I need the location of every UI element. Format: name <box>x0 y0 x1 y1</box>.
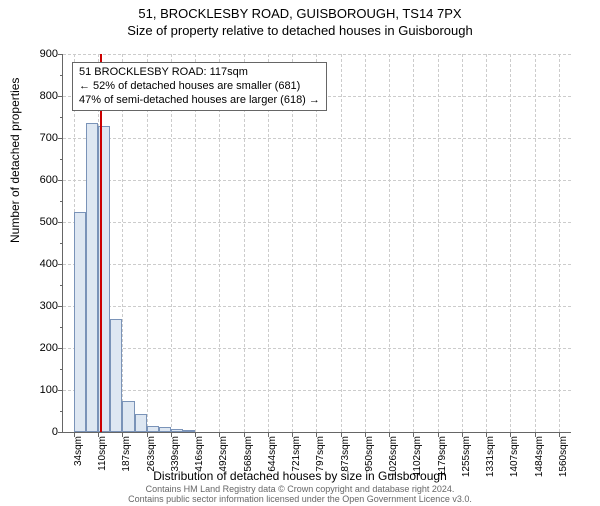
xtick-label: 721sqm <box>291 436 302 486</box>
gridline-v <box>559 54 560 432</box>
ytick-minor-mark <box>60 327 63 328</box>
footer-line-2: Contains public sector information licen… <box>128 494 472 504</box>
xtick-label: 1407sqm <box>509 436 520 486</box>
ytick-minor-mark <box>60 117 63 118</box>
y-axis-label: Number of detached properties <box>8 78 22 243</box>
xtick-label: 263sqm <box>146 436 157 486</box>
xtick-label: 568sqm <box>243 436 254 486</box>
ytick-minor-mark <box>60 369 63 370</box>
histogram-bar <box>74 212 86 433</box>
ytick-label: 800 <box>22 90 58 102</box>
footer-attribution: Contains HM Land Registry data © Crown c… <box>0 485 600 505</box>
xtick-label: 873sqm <box>340 436 351 486</box>
info-box-line-1: 51 BROCKLESBY ROAD: 117sqm <box>79 66 320 80</box>
info-box-line-2: ← 52% of detached houses are smaller (68… <box>79 80 320 94</box>
histogram-bar <box>110 319 122 432</box>
xtick-label: 1179sqm <box>437 436 448 486</box>
gridline-v <box>535 54 536 432</box>
gridline-v <box>341 54 342 432</box>
ytick-mark <box>58 222 63 223</box>
ytick-label: 400 <box>22 258 58 270</box>
histogram-bar <box>86 123 98 432</box>
xtick-label: 416sqm <box>194 436 205 486</box>
ytick-label: 300 <box>22 300 58 312</box>
ytick-minor-mark <box>60 411 63 412</box>
gridline-v <box>510 54 511 432</box>
ytick-label: 0 <box>22 426 58 438</box>
histogram-bar <box>171 429 183 432</box>
ytick-minor-mark <box>60 243 63 244</box>
ytick-mark <box>58 306 63 307</box>
gridline-v <box>462 54 463 432</box>
gridline-v <box>413 54 414 432</box>
title-line-1: 51, BROCKLESBY ROAD, GUISBOROUGH, TS14 7… <box>0 6 600 21</box>
xtick-label: 797sqm <box>315 436 326 486</box>
xtick-label: 339sqm <box>170 436 181 486</box>
xtick-label: 950sqm <box>364 436 375 486</box>
title-line-2: Size of property relative to detached ho… <box>0 23 600 38</box>
ytick-label: 600 <box>22 174 58 186</box>
gridline-v <box>486 54 487 432</box>
histogram-bar <box>122 401 134 433</box>
xtick-label: 34sqm <box>73 436 84 486</box>
ytick-minor-mark <box>60 159 63 160</box>
ytick-mark <box>58 54 63 55</box>
xtick-label: 1026sqm <box>388 436 399 486</box>
xtick-label: 187sqm <box>121 436 132 486</box>
ytick-mark <box>58 138 63 139</box>
chart-plot-area: 51 BROCKLESBY ROAD: 117sqm← 52% of detac… <box>62 54 571 433</box>
ytick-mark <box>58 432 63 433</box>
ytick-minor-mark <box>60 75 63 76</box>
ytick-label: 900 <box>22 48 58 60</box>
info-box-line-3: 47% of semi-detached houses are larger (… <box>79 94 320 108</box>
xtick-label: 1331sqm <box>485 436 496 486</box>
gridline-v <box>438 54 439 432</box>
ytick-minor-mark <box>60 285 63 286</box>
ytick-mark <box>58 390 63 391</box>
ytick-label: 500 <box>22 216 58 228</box>
xtick-label: 644sqm <box>267 436 278 486</box>
ytick-minor-mark <box>60 201 63 202</box>
ytick-label: 100 <box>22 384 58 396</box>
xtick-label: 492sqm <box>218 436 229 486</box>
histogram-bar <box>159 427 171 432</box>
info-box: 51 BROCKLESBY ROAD: 117sqm← 52% of detac… <box>72 62 327 111</box>
ytick-mark <box>58 348 63 349</box>
xtick-label: 1102sqm <box>412 436 423 486</box>
histogram-bar <box>183 430 195 432</box>
histogram-bar <box>135 414 147 432</box>
xtick-label: 1255sqm <box>461 436 472 486</box>
ytick-mark <box>58 264 63 265</box>
histogram-bar <box>147 426 159 432</box>
gridline-v <box>389 54 390 432</box>
xtick-label: 110sqm <box>97 436 108 486</box>
ytick-mark <box>58 96 63 97</box>
xtick-label: 1484sqm <box>534 436 545 486</box>
xtick-label: 1560sqm <box>558 436 569 486</box>
gridline-v <box>365 54 366 432</box>
ytick-label: 200 <box>22 342 58 354</box>
ytick-label: 700 <box>22 132 58 144</box>
ytick-mark <box>58 180 63 181</box>
